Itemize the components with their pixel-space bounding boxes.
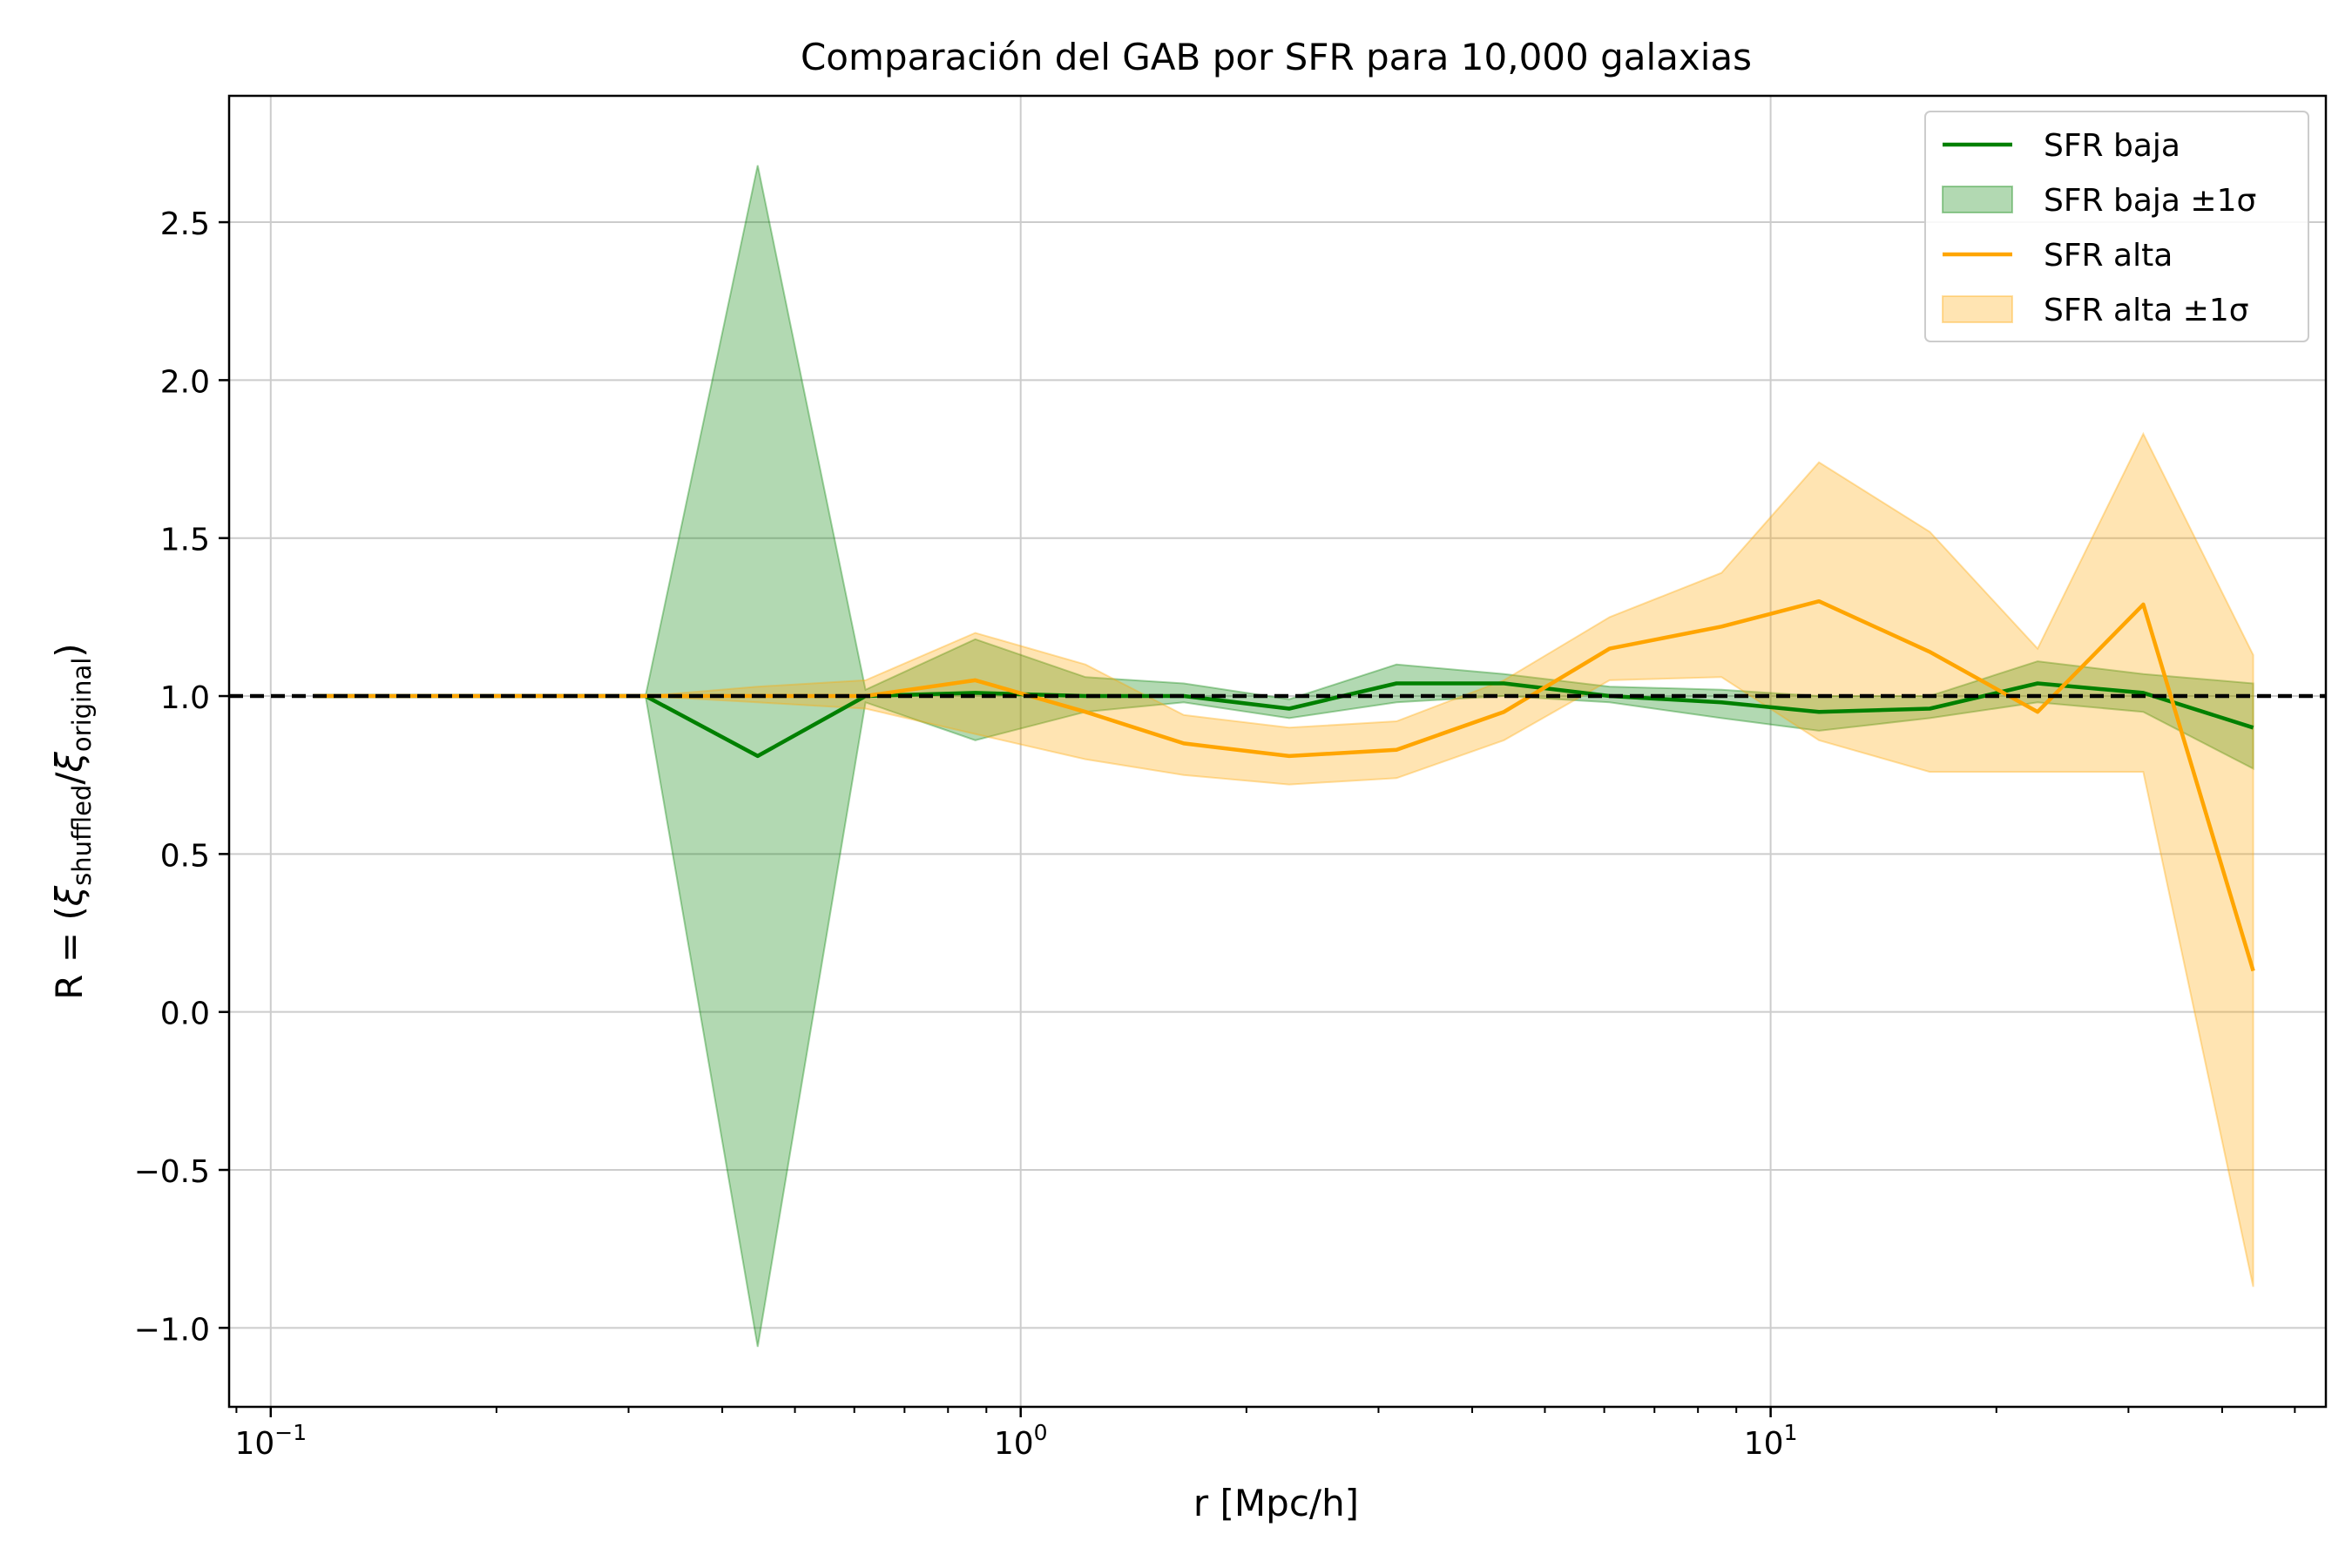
x-axis-label: r [Mpc/h] <box>1193 1482 1359 1524</box>
axes: −1.0−0.50.00.51.01.52.02.510−1 100 101 <box>134 94 2328 1462</box>
legend-label: SFR alta ±1σ <box>2044 293 2249 328</box>
x-tick-label-base: 10 <box>994 1426 1034 1462</box>
y-axis-label-prefix: R = ( <box>48 906 91 999</box>
y-axis-label-denominator: ξ <box>48 752 91 774</box>
legend-swatch-band <box>1942 186 2013 213</box>
line-sfr-alta <box>313 598 2255 972</box>
y-tick-label: 2.0 <box>160 364 210 400</box>
x-tick-label: 10−1 <box>234 1420 307 1462</box>
x-tick-label-base: 10 <box>234 1426 274 1462</box>
chart-title: Comparación del GAB por SFR para 10,000 … <box>801 36 1752 78</box>
y-axis-label-slash: / <box>48 772 91 785</box>
axes-frame <box>227 94 2328 1409</box>
legend-label: SFR baja ±1σ <box>2044 183 2256 219</box>
y-tick-label: 1.0 <box>160 680 210 716</box>
x-tick-label-exponent: −1 <box>274 1420 307 1445</box>
x-tick-label: 100 <box>994 1420 1048 1462</box>
y-axis-label-denominator-subscript: original <box>67 658 97 752</box>
y-axis-label-suffix: ) <box>48 643 91 657</box>
y-tick-label: −1.0 <box>134 1312 210 1348</box>
y-tick-label: 2.5 <box>160 206 210 242</box>
x-tick-label: 101 <box>1744 1420 1798 1462</box>
x-tick-label-base: 10 <box>1744 1426 1784 1462</box>
x-tick-label-exponent: 0 <box>1034 1420 1048 1445</box>
y-tick-label: 1.5 <box>160 523 210 558</box>
y-tick-label: −0.5 <box>134 1154 210 1190</box>
legend-swatch-band <box>1942 295 2013 323</box>
legend-label: SFR alta <box>2044 238 2173 274</box>
y-tick-label: 0.0 <box>160 997 210 1032</box>
y-tick-label: 0.5 <box>160 838 210 874</box>
legend: SFR baja SFR baja ±1σ SFR alta SFR alta ±1σ <box>1924 111 2309 342</box>
legend-label: SFR baja <box>2044 128 2180 164</box>
y-axis-label-numerator-subscript: shuffled <box>67 785 97 886</box>
x-tick-label-exponent: 1 <box>1784 1420 1798 1445</box>
y-axis-label: R = (ξshuffled/ξoriginal) <box>48 643 97 999</box>
band-sfr-alta <box>313 431 2254 1288</box>
legend-box <box>1924 111 2309 342</box>
y-axis-label-numerator: ξ <box>48 885 91 907</box>
